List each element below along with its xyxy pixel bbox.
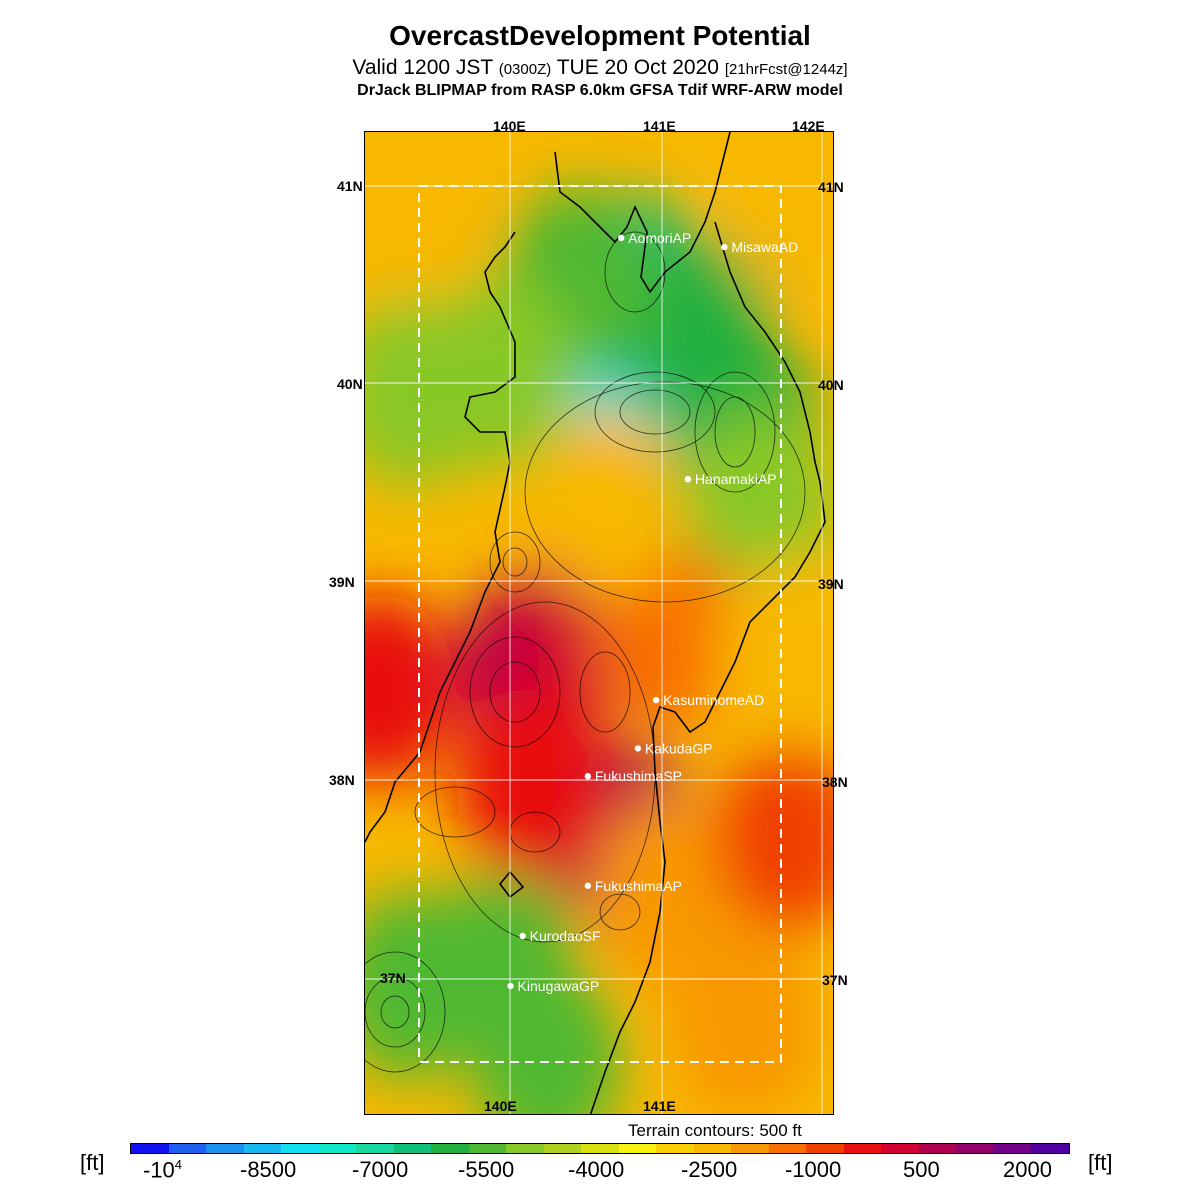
colorbar-swatch-16 — [731, 1144, 769, 1153]
colorbar-swatch-8 — [431, 1144, 469, 1153]
domain-boundary — [418, 185, 782, 1063]
colorbar-label-7: 500 — [903, 1157, 940, 1182]
station-marker[interactable] — [584, 773, 592, 780]
station-label: KurodaoSF — [530, 928, 601, 944]
model-subtitle: DrJack BLIPMAP from RASP 6.0km GFSA Tdif… — [357, 82, 843, 99]
colorbar-swatch-20 — [881, 1144, 919, 1153]
lat-label-left-39n: 39N — [329, 574, 355, 590]
lat-label-right-41n: 41N — [818, 179, 844, 195]
colorbar-label-4: -4000 — [568, 1157, 625, 1182]
colorbar — [130, 1143, 1070, 1154]
field-region-6 — [684, 408, 833, 599]
station-marker[interactable] — [721, 243, 728, 251]
station-label: FukushimaAP — [595, 878, 682, 894]
field-region-9 — [365, 891, 486, 1082]
colorbar-unit-left: [ft] — [80, 1150, 105, 1175]
lat-label-right-40n: 40N — [818, 377, 844, 393]
colorbar-swatch-22 — [956, 1144, 994, 1153]
lat-label-left-38n: 38N — [329, 772, 355, 788]
station-label: FukushimaSP — [595, 768, 682, 784]
colorbar-swatch-13 — [618, 1144, 657, 1153]
colorbar-swatch-0 — [131, 1144, 169, 1153]
lat-label-right-37n: 37N — [822, 972, 848, 988]
lon-label-bottom-141e: 141E — [643, 1098, 676, 1114]
lat-label-left-41n: 41N — [337, 178, 363, 194]
colorbar-swatch-11 — [543, 1144, 582, 1153]
lat-label-right-39n: 39N — [818, 576, 844, 592]
station-marker[interactable] — [519, 932, 526, 940]
station-marker[interactable] — [634, 745, 642, 752]
field-region-22 — [714, 556, 833, 747]
map-svg: AomoriAP MisawaAD HanamakiAP KasuminomeAD Ka… — [365, 132, 833, 1114]
colorbar-swatch-9 — [468, 1144, 507, 1153]
station-marker[interactable] — [618, 234, 625, 242]
colorbar-swatch-10 — [506, 1144, 544, 1153]
station-label: HanamakiAP — [695, 471, 777, 487]
lon-label-top-141e: 141E — [643, 118, 676, 134]
colorbar-swatch-6 — [356, 1144, 394, 1153]
colorbar-label-2: -7000 — [352, 1157, 409, 1182]
colorbar-swatch-7 — [393, 1144, 432, 1153]
colorbar-swatch-12 — [581, 1144, 619, 1153]
field-region-10 — [471, 965, 622, 1114]
colorbar-label-6: -1000 — [785, 1157, 842, 1182]
station-marker[interactable] — [584, 882, 592, 889]
chart-title: OvercastDevelopment Potential — [389, 20, 811, 51]
lon-label-top-140e: 140E — [493, 118, 526, 134]
station-marker[interactable] — [507, 982, 514, 990]
station-label: MisawaAD — [731, 239, 798, 255]
colorbar-swatch-1 — [168, 1144, 207, 1153]
lat-lon-grid — [365, 132, 833, 1114]
colorbar-swatch-23 — [993, 1144, 1032, 1153]
colorbar-swatch-4 — [281, 1144, 319, 1153]
map-panel[interactable]: AomoriAP MisawaAD HanamakiAP KasuminomeAD Ka… — [364, 131, 834, 1115]
lon-label-bottom-140e: 140E — [484, 1098, 517, 1114]
colorbar-swatch-18 — [806, 1144, 844, 1153]
colorbar-label-8: 2000 — [1003, 1157, 1052, 1182]
station-marker[interactable] — [652, 696, 660, 704]
field-region-17 — [456, 686, 607, 877]
colorbar-unit-right: [ft] — [1088, 1150, 1113, 1175]
lat-label-left-40n: 40N — [337, 376, 363, 392]
terrain-contour-note: Terrain contours: 500 ft — [628, 1121, 802, 1140]
lat-label-left-37n: 37N — [380, 970, 406, 986]
station-label: AomoriAP — [628, 230, 691, 246]
lat-label-right-38n: 38N — [822, 774, 848, 790]
forecast-info: [21hrFcst@1244z] — [724, 61, 848, 78]
station-label: KasuminomeAD — [663, 692, 764, 708]
colorbar-swatch-5 — [318, 1144, 357, 1153]
field-region-23 — [669, 928, 820, 1114]
lon-label-top-142e: 142E — [792, 118, 825, 134]
field-region-21 — [714, 742, 833, 933]
valid-time-line: Valid 1200 JST (0300Z) TUE 20 Oct 2020 [… — [0, 56, 1200, 80]
colorbar-swatch-24 — [1031, 1144, 1069, 1153]
colorbar-label-0: -104 — [143, 1157, 183, 1183]
colorbar-swatch-3 — [243, 1144, 282, 1153]
field-region-11 — [365, 132, 486, 302]
valid-prefix: Valid 1200 JST — [352, 56, 493, 79]
valid-date: TUE 20 Oct 2020 — [556, 56, 719, 79]
field-region-7 — [365, 296, 486, 487]
colorbar-swatch-2 — [206, 1144, 244, 1153]
colorbar-swatch-17 — [768, 1144, 807, 1153]
station-label: KakudaGP — [645, 740, 713, 756]
colorbar-label-5: -2500 — [681, 1157, 738, 1182]
field-region-20 — [593, 798, 744, 989]
colorbar-label-1: -8500 — [240, 1157, 297, 1182]
field-layer — [365, 132, 833, 1114]
colorbar-swatch-14 — [656, 1144, 694, 1153]
valid-zulu: (0300Z) — [498, 61, 552, 78]
colorbar-label-3: -5500 — [458, 1157, 515, 1182]
station-layer: AomoriAP MisawaAD HanamakiAP KasuminomeAD Ka… — [507, 230, 798, 994]
field-region-13 — [365, 594, 456, 784]
station-label: KinugawaGP — [518, 978, 600, 994]
station-marker[interactable] — [684, 475, 692, 483]
colorbar-swatch-15 — [693, 1144, 732, 1153]
field-region-19 — [532, 408, 683, 599]
colorbar-swatch-19 — [843, 1144, 882, 1153]
colorbar-swatch-21 — [918, 1144, 957, 1153]
